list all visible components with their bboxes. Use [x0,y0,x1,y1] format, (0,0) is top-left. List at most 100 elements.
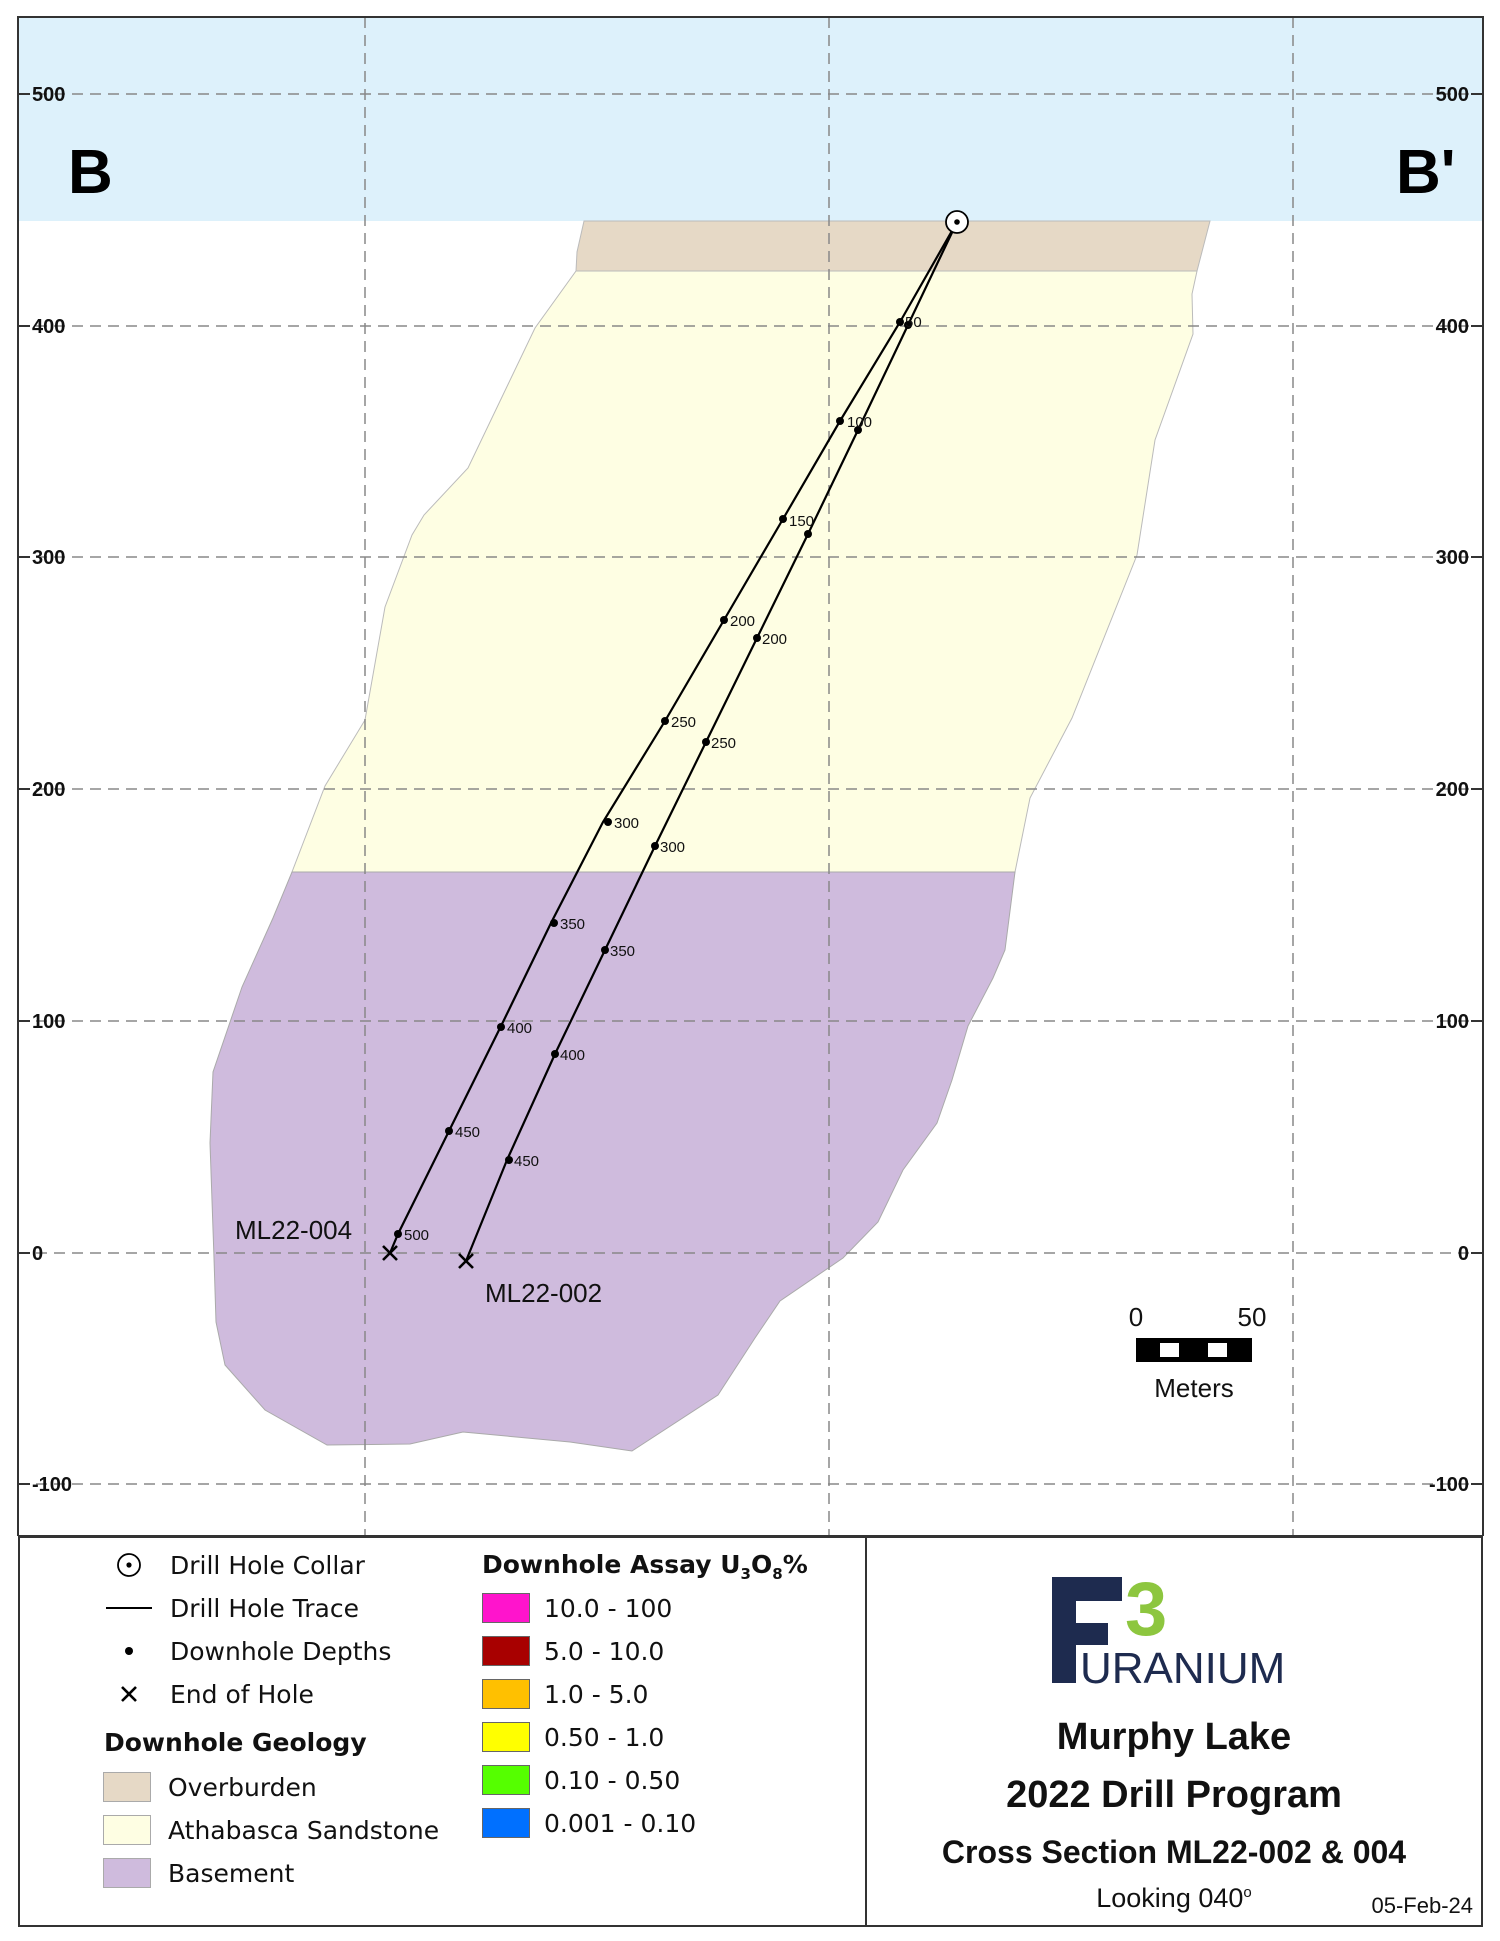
legend-item-overburden: Overburden [102,1772,317,1802]
depth-dot [550,919,558,927]
basement-swatch [103,1858,151,1888]
basement-unit [209,871,1016,1452]
assay-swatch [482,1636,530,1666]
scale-bar: 0 50 Meters [1129,1302,1267,1403]
drill-trace-ml22-004 [388,221,958,1254]
depth-label: 150 [789,513,814,530]
depth-dot [445,1127,453,1135]
depth-label: 100 [847,414,872,431]
end-of-hole-icon [104,1679,154,1709]
svg-text:3: 3 [1125,1575,1167,1652]
depth-label: 50 [905,314,922,331]
legend-item-depths: Downhole Depths [104,1636,391,1666]
elev-label-left: -100 [32,1474,72,1496]
assay-swatch [482,1722,530,1752]
depth-dot [497,1023,505,1031]
depth-points-ml22-004 [394,318,904,1238]
legend-item-sandstone: Athabasca Sandstone [102,1815,439,1845]
legend-label: 10.0 - 100 [544,1593,673,1623]
depth-label: 450 [514,1153,539,1170]
axis-ticks [18,93,1483,1485]
scale-bar-unit: Meters [1154,1373,1233,1403]
depth-dot [854,426,862,434]
legend-assay-item: 10.0 - 100 [482,1593,672,1623]
section-label-b-prime: B' [1396,138,1456,207]
hole-label-ml22-004: ML22-004 [235,1215,352,1245]
legend-label: 0.001 - 0.10 [544,1808,697,1838]
section-label-b: B [68,138,113,207]
assay-swatch [482,1679,530,1709]
map-frame [17,16,1484,1536]
legend-label: Downhole Depths [170,1636,392,1666]
depth-dot [394,1230,402,1238]
depth-label: 350 [560,916,585,933]
depth-dot [505,1156,513,1164]
legend-label: 5.0 - 10.0 [544,1636,665,1666]
depth-label: 300 [614,815,639,832]
depth-label: 250 [711,735,736,752]
legend-label: Overburden [168,1772,317,1802]
end-of-hole-ml22-002 [458,1253,474,1269]
legend-assay-item: 5.0 - 10.0 [482,1636,664,1666]
elev-label-left: 100 [32,1011,65,1033]
depth-label: 350 [610,943,635,960]
legend-panel: Drill Hole Collar Drill Hole Trace Downh… [18,1536,867,1927]
overburden-swatch [103,1772,151,1802]
depth-label: 400 [507,1020,532,1037]
elev-label-left: 300 [32,547,65,569]
elev-label-left: 200 [32,779,65,801]
elev-label-right: 300 [1436,547,1469,569]
end-of-hole-ml22-004 [382,1245,398,1261]
legend-label: 0.10 - 0.50 [544,1765,681,1795]
elev-label-left: 400 [32,316,65,338]
legend-label: Athabasca Sandstone [168,1815,440,1845]
depth-dot [904,321,912,329]
depth-label: 400 [560,1047,585,1064]
legend-assay-item: 0.50 - 1.0 [482,1722,664,1752]
legend-assay-item: 0.10 - 0.50 [482,1765,680,1795]
depth-label: 250 [671,714,696,731]
depth-label: 500 [404,1227,429,1244]
trace-line-icon [104,1593,154,1623]
cross-section-map: 500 400 300 200 100 0 -100 500 400 300 2… [17,16,1484,1536]
legend-item-basement: Basement [102,1858,294,1888]
depth-dot [601,946,609,954]
depth-dot [896,318,904,326]
assay-swatch [482,1593,530,1623]
depth-dot [753,634,761,642]
depth-dot [551,1050,559,1058]
grid [18,17,1483,1536]
elev-label-right: 0 [1458,1243,1469,1265]
elev-label-right: 400 [1436,316,1469,338]
depth-points-ml22-002 [505,321,912,1164]
legend-assay-item: 1.0 - 5.0 [482,1679,648,1709]
scale-bar-end: 50 [1238,1302,1267,1332]
title-block: 3 URANIUM Murphy Lake 2022 Drill Program… [867,1536,1483,1927]
depth-dot-icon [104,1636,154,1666]
elev-label-right: 500 [1436,84,1469,106]
hole-label-ml22-002: ML22-002 [485,1278,602,1308]
sky-band [18,17,1483,221]
depth-label: 200 [730,613,755,630]
legend-label: 1.0 - 5.0 [544,1679,649,1709]
title-section: Cross Section ML22-002 & 004 [941,1834,1407,1870]
legend-label: Basement [168,1858,295,1888]
depth-dot [720,616,728,624]
depth-dot [702,738,710,746]
elev-label-left: 0 [32,1243,43,1265]
svg-text:URANIUM: URANIUM [1080,1644,1285,1687]
depth-dot [779,515,787,523]
depth-label: 200 [762,631,787,648]
elev-label-right: -100 [1429,1474,1469,1496]
depth-label: 450 [455,1124,480,1141]
legend-assay-heading: Downhole Assay U3O8% [482,1550,808,1583]
title-looking: Looking 040o [1096,1883,1252,1913]
depth-dot [804,530,812,538]
depth-dot [836,417,844,425]
depth-dot [661,717,669,725]
elev-label-right: 100 [1436,1011,1469,1033]
title-date: 05-Feb-24 [1371,1893,1473,1918]
legend-item-end: End of Hole [104,1679,314,1709]
assay-swatch [482,1808,530,1838]
legend-label: Drill Hole Collar [170,1550,365,1580]
